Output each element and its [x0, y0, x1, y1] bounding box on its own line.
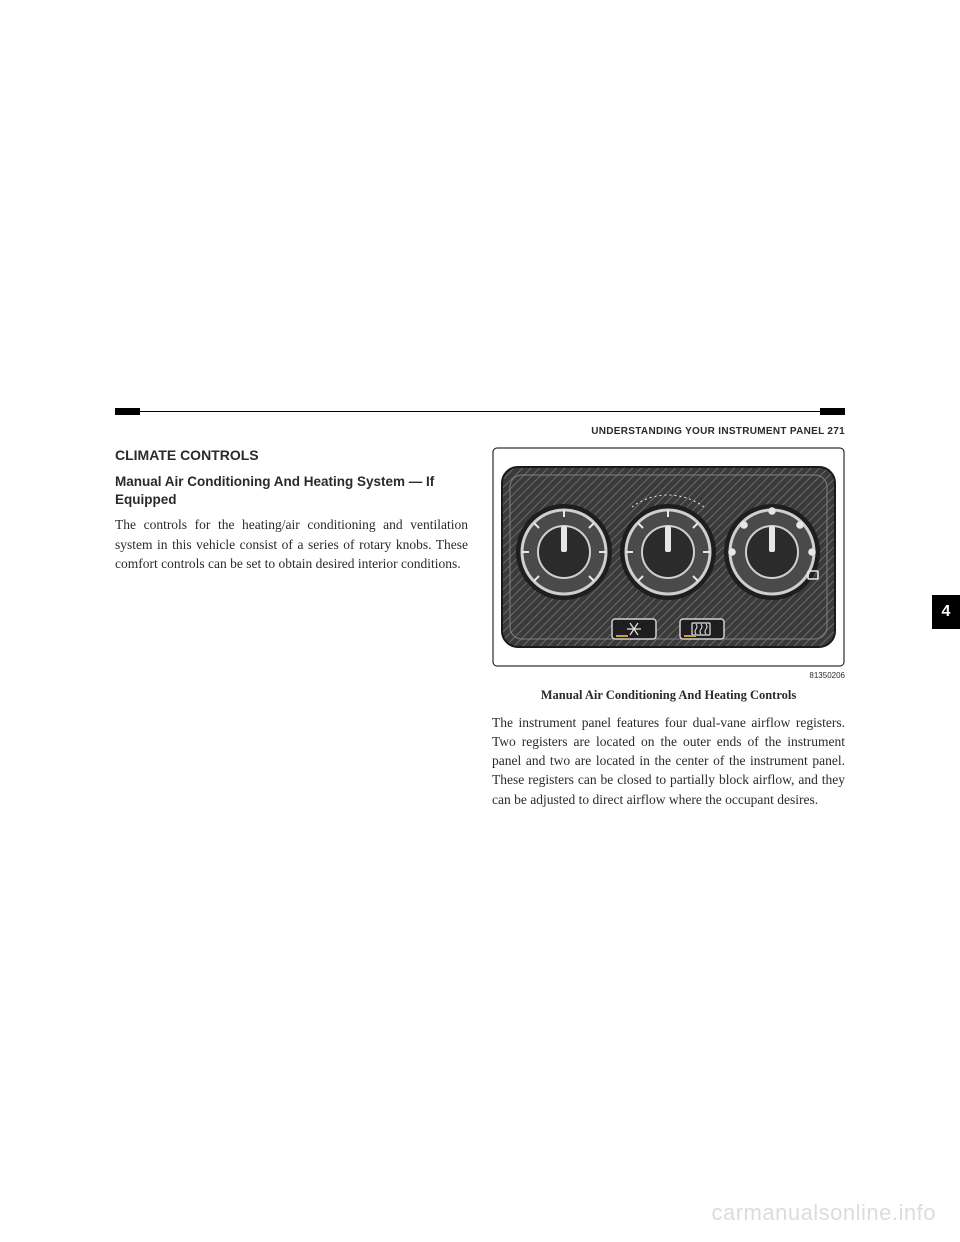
running-head: UNDERSTANDING YOUR INSTRUMENT PANEL 271: [115, 426, 845, 437]
columns: CLIMATE CONTROLS Manual Air Conditioning…: [115, 447, 845, 809]
left-body-text: The controls for the heating/air conditi…: [115, 515, 468, 572]
section-tab: 4: [932, 595, 960, 629]
subsection-heading: Manual Air Conditioning And Heating Syst…: [115, 473, 468, 509]
header-rule-line: [115, 411, 845, 412]
dial-temperature: [516, 504, 612, 600]
rear-defrost-button: [680, 619, 724, 639]
header-rule: [115, 415, 845, 422]
right-body-text: The instrument panel features four dual-…: [492, 713, 845, 809]
dial-mode: [724, 504, 820, 600]
climate-controls-figure: [492, 447, 845, 667]
ac-button: [612, 619, 656, 639]
figure-caption: Manual Air Conditioning And Heating Cont…: [492, 688, 845, 703]
watermark: carmanualsonline.info: [711, 1200, 936, 1226]
section-heading: CLIMATE CONTROLS: [115, 447, 468, 463]
manual-page: UNDERSTANDING YOUR INSTRUMENT PANEL 271 …: [115, 415, 845, 809]
figure-id: 81350206: [492, 671, 845, 680]
left-column: CLIMATE CONTROLS Manual Air Conditioning…: [115, 447, 468, 809]
header-rule-bar-right: [820, 408, 845, 415]
right-column: 81350206 Manual Air Conditioning And Hea…: [492, 447, 845, 809]
